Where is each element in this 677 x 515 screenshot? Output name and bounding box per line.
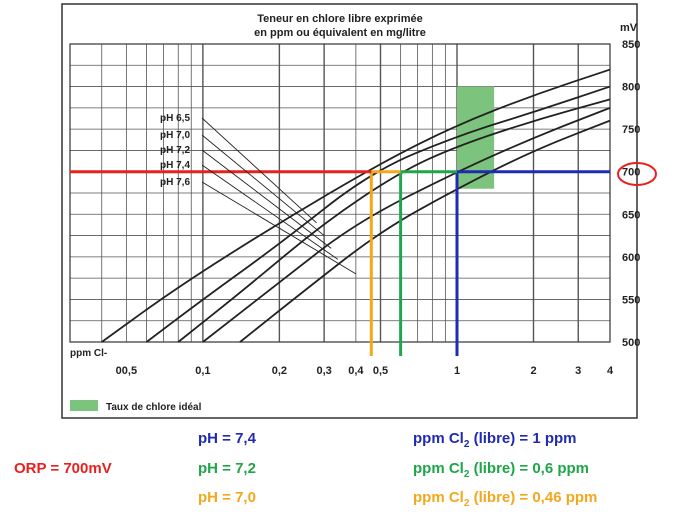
y-tick-label: 600 [622, 252, 640, 264]
y-tick-label: 650 [622, 209, 640, 221]
chart-frame [61, 3, 638, 419]
series-label-2: pH 7,2 [160, 145, 190, 156]
y-tick-labels: 500 550 600 650 700 750 800 850 [622, 39, 640, 349]
series-label-4: pH 7,6 [160, 177, 190, 188]
ppm-result-70: ppm Cl2 (libre) = 0,46 ppm [413, 489, 598, 509]
x-tick-label: 3 [575, 365, 581, 377]
legend-label: Taux de chlore idéal [106, 402, 202, 413]
orp-result: ORP = 700mV [14, 460, 112, 477]
orp-700-highlight [617, 162, 657, 186]
chart-title-line1: Teneur en chlore libre exprimée [257, 13, 422, 25]
y-tick-label: 850 [622, 39, 640, 51]
curve-series-1 [145, 85, 611, 343]
y-tick-label: 550 [622, 294, 640, 306]
x-tick-label: 0,5 [373, 365, 388, 377]
series-leader-3 [201, 164, 339, 260]
series-label-1: pH 7,0 [160, 130, 190, 141]
legend-swatch [70, 400, 98, 411]
series-leader-2 [201, 149, 332, 249]
x-unit-label: ppm Cl- [70, 348, 107, 359]
y-tick-label: 800 [622, 82, 640, 94]
series-leader-1 [201, 134, 325, 236]
y-tick-label: 750 [622, 124, 640, 136]
y-tick-label: 700 [622, 167, 640, 179]
curve-series-2 [177, 98, 611, 343]
x-tick-label: 00,5 [116, 365, 137, 377]
x-tick-labels: 00,5 0,1 0,2 0,3 0,4 0,5 1 2 3 4 [116, 365, 614, 377]
series-label-0: pH 6,5 [160, 113, 190, 124]
series-labels: pH 6,5 pH 7,0 pH 7,2 pH 7,4 pH 7,6 [160, 113, 357, 275]
ph-72-value: pH = 7,2 [198, 460, 256, 477]
y-unit-label: mV [620, 22, 638, 34]
chart-title-line2: en ppm ou équivalent en mg/litre [254, 27, 426, 39]
ph-74-value: pH = 7,4 [198, 430, 256, 447]
curve-series-4 [239, 119, 611, 343]
x-tick-label: 4 [607, 365, 614, 377]
x-tick-label: 0,4 [348, 365, 364, 377]
reference-lines [70, 170, 610, 356]
y-tick-label: 500 [622, 337, 640, 349]
ph-70-value: pH = 7,0 [198, 489, 256, 506]
x-tick-label: 0,2 [272, 365, 287, 377]
ppm-result-72: ppm Cl2 (libre) = 0,6 ppm [413, 460, 590, 480]
x-tick-label: 0,1 [195, 365, 210, 377]
series-leader-4 [201, 181, 357, 275]
curve-series-0 [101, 68, 611, 343]
series-leader-0 [201, 117, 317, 224]
x-tick-label: 2 [530, 365, 536, 377]
plot-border [69, 43, 611, 343]
ph-curves [101, 68, 611, 343]
ppm-result-74: ppm Cl2 (libre) = 1 ppm [413, 430, 577, 450]
x-tick-label: 0,3 [316, 365, 331, 377]
series-label-3: pH 7,4 [160, 160, 190, 171]
x-tick-label: 1 [454, 365, 460, 377]
